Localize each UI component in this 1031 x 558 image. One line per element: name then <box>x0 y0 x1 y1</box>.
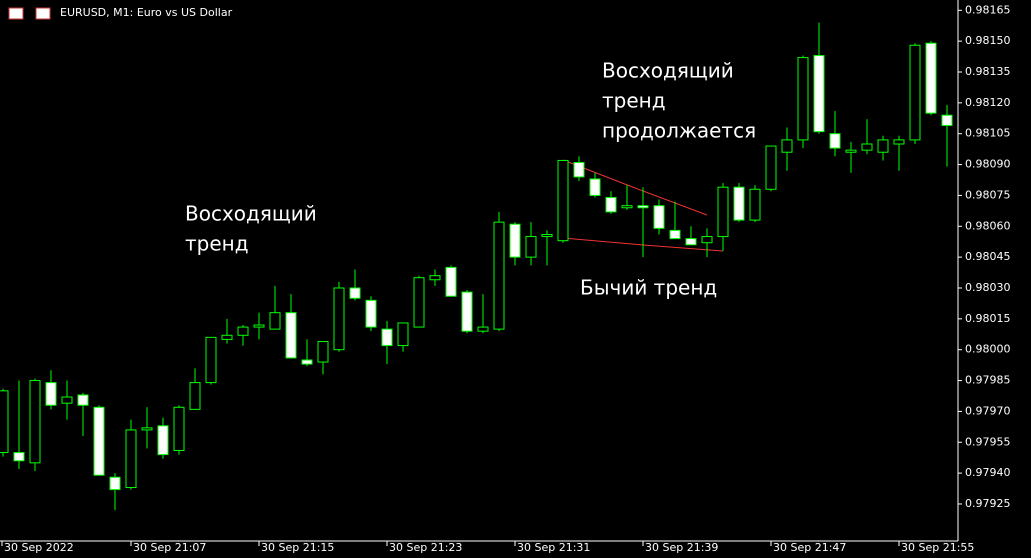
candle-body <box>829 133 841 149</box>
y-tick-label: 0.98150 <box>965 34 1011 47</box>
annotation: продолжается <box>602 119 756 143</box>
candle-body <box>333 287 345 351</box>
icon <box>35 7 51 20</box>
candle-body <box>557 159 569 242</box>
candle-body <box>461 291 473 332</box>
candle-body <box>477 326 489 332</box>
x-tick-label: 30 Sep 21:47 <box>773 541 846 554</box>
candle-body <box>205 336 217 384</box>
candle-body <box>701 236 713 244</box>
x-tick-label: 30 Sep 21:15 <box>261 541 334 554</box>
candle-body <box>525 236 537 258</box>
candle-body <box>285 312 297 359</box>
y-tick-label: 0.97940 <box>965 466 1011 479</box>
candle-body <box>381 328 393 347</box>
candle-body <box>445 266 457 297</box>
candle-body <box>733 186 745 221</box>
candle-body <box>301 359 313 365</box>
candle-body <box>109 476 121 491</box>
y-tick-label: 0.97925 <box>965 497 1011 510</box>
candle-body <box>797 57 809 141</box>
icon <box>8 7 24 20</box>
candle-body <box>781 139 793 153</box>
annotation: тренд <box>602 89 666 113</box>
candle-body <box>93 406 105 476</box>
annotation: тренд <box>185 232 249 256</box>
y-tick-label: 0.98045 <box>965 250 1011 263</box>
candle-body <box>269 312 281 330</box>
candle-body <box>253 324 265 328</box>
y-tick-label: 0.98000 <box>965 343 1011 356</box>
y-tick-label: 0.98120 <box>965 96 1011 109</box>
candle-body <box>717 186 729 238</box>
trend-line <box>562 159 708 216</box>
candle-body <box>0 390 9 454</box>
candle-body <box>413 277 425 328</box>
y-tick-label: 0.98075 <box>965 188 1011 201</box>
x-tick-label: 30 Sep 21:31 <box>517 541 590 554</box>
candle-body <box>909 44 921 141</box>
candle-body <box>509 223 521 258</box>
candle-body <box>589 178 601 196</box>
candle-body <box>189 382 201 410</box>
candle-body <box>157 425 169 456</box>
candle-body <box>845 149 857 153</box>
candle-body <box>493 221 505 330</box>
candle-body <box>925 42 937 114</box>
candle-body <box>141 427 153 431</box>
candle-body <box>237 326 249 336</box>
y-tick-label: 0.97970 <box>965 404 1011 417</box>
candle-body <box>941 114 953 126</box>
candle-body <box>877 139 889 153</box>
candle-body <box>893 139 905 145</box>
annotation: Бычий тренд <box>580 276 717 300</box>
x-tick-label: 30 Sep 21:39 <box>645 541 718 554</box>
y-tick-label: 0.98135 <box>965 65 1011 78</box>
candle-body <box>365 299 377 328</box>
candle-body <box>653 205 665 229</box>
candle-body <box>29 380 41 464</box>
candle-body <box>621 205 633 209</box>
candle-body <box>429 275 441 281</box>
x-tick-label: 30 Sep 21:55 <box>901 541 974 554</box>
candle-body <box>221 334 233 340</box>
candle-body <box>125 429 137 489</box>
candle-body <box>637 205 649 209</box>
y-tick-label: 0.97985 <box>965 374 1011 387</box>
candle-body <box>685 238 697 246</box>
annotation: Восходящий <box>185 202 317 226</box>
y-tick-label: 0.98105 <box>965 127 1011 140</box>
y-tick-label: 0.98030 <box>965 281 1011 294</box>
y-tick-label: 0.98090 <box>965 158 1011 171</box>
x-tick-label: 30 Sep 21:07 <box>133 541 206 554</box>
annotation: Восходящий <box>602 59 734 83</box>
y-tick-label: 0.98060 <box>965 219 1011 232</box>
candle-body <box>749 188 761 221</box>
candle-body <box>669 229 681 240</box>
candle-body <box>573 162 585 178</box>
candle-body <box>77 394 89 406</box>
candle-body <box>349 287 361 299</box>
candle-body <box>45 382 57 406</box>
candle-body <box>61 396 73 404</box>
candle-body <box>813 55 825 133</box>
candle-body <box>173 406 185 451</box>
candle-body <box>317 340 329 363</box>
x-tick-label: 30 Sep 2022 <box>4 541 74 554</box>
candle-body <box>541 234 553 238</box>
candle-body <box>605 196 617 213</box>
x-tick-label: 30 Sep 21:23 <box>389 541 462 554</box>
y-tick-label: 0.98015 <box>965 312 1011 325</box>
chart-title: EURUSD, M1: Euro vs US Dollar <box>60 6 233 19</box>
y-tick-label: 0.97955 <box>965 435 1011 448</box>
candle-body <box>765 145 777 190</box>
candle-body <box>861 143 873 151</box>
candle-body <box>13 452 25 462</box>
candle-body <box>397 322 409 347</box>
y-tick-label: 0.98165 <box>965 3 1011 16</box>
